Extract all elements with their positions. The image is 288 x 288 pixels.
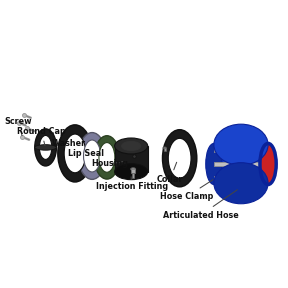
Ellipse shape (162, 130, 197, 187)
Text: Screw: Screw (4, 117, 32, 136)
Ellipse shape (94, 136, 120, 179)
Ellipse shape (35, 129, 56, 166)
Bar (214, 145, 268, 183)
Ellipse shape (168, 138, 191, 178)
Text: Round Cap: Round Cap (17, 127, 66, 145)
Ellipse shape (99, 143, 115, 172)
Ellipse shape (163, 147, 167, 149)
Ellipse shape (39, 135, 52, 159)
Bar (131, 169, 135, 173)
Text: Articulated Hose: Articulated Hose (162, 190, 238, 220)
Ellipse shape (84, 140, 101, 172)
Ellipse shape (122, 141, 141, 151)
Ellipse shape (78, 132, 106, 179)
Ellipse shape (130, 168, 136, 170)
Ellipse shape (214, 124, 268, 165)
Text: Washer: Washer (51, 139, 86, 154)
Text: Housing: Housing (91, 160, 128, 168)
Bar (115, 146, 148, 172)
Ellipse shape (58, 125, 92, 182)
Bar (214, 148, 268, 152)
Ellipse shape (115, 138, 148, 154)
Circle shape (133, 155, 136, 158)
Text: Collar: Collar (157, 162, 183, 184)
Bar (214, 176, 268, 180)
Bar (164, 148, 166, 151)
Ellipse shape (206, 143, 222, 185)
Ellipse shape (115, 164, 148, 180)
Ellipse shape (35, 145, 56, 150)
Ellipse shape (260, 143, 276, 185)
Text: Hose Clamp: Hose Clamp (160, 180, 213, 201)
Text: Lip Seal: Lip Seal (69, 149, 105, 158)
Ellipse shape (214, 163, 268, 204)
Ellipse shape (64, 134, 86, 173)
Bar (132, 173, 134, 178)
Ellipse shape (260, 143, 276, 185)
Bar (214, 162, 268, 166)
Text: Injection Fitting: Injection Fitting (96, 177, 168, 191)
